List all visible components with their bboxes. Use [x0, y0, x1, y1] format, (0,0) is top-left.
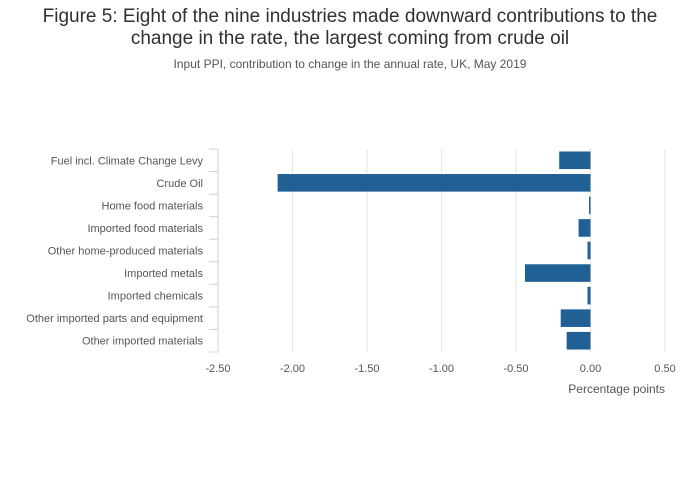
y-tick-label: Imported chemicals	[108, 291, 204, 303]
bar	[578, 219, 591, 237]
x-tick-label: -1.50	[354, 363, 379, 375]
bar	[560, 309, 591, 327]
bar	[587, 286, 591, 305]
bar	[277, 174, 591, 192]
y-tick-label: Other imported parts and equipment	[26, 313, 203, 325]
bar	[587, 241, 591, 260]
chart-subtitle: Input PPI, contribution to change in the…	[173, 57, 527, 71]
x-tick-label: -2.00	[280, 363, 305, 375]
x-tick-label: -2.50	[205, 363, 230, 375]
y-tick-label: Imported food materials	[87, 223, 203, 235]
y-tick-label: Other imported materials	[82, 336, 204, 348]
x-tick-label: -1.00	[429, 363, 454, 375]
x-tick-label: 0.50	[654, 363, 675, 375]
bar	[566, 331, 591, 350]
x-tick-label: 0.00	[580, 363, 601, 375]
chart-title: Figure 5: Eight of the nine industries m…	[42, 6, 658, 49]
bar	[559, 151, 591, 170]
y-tick-label: Fuel incl. Climate Change Levy	[51, 155, 204, 167]
y-tick-label: Home food materials	[102, 200, 204, 212]
bar	[524, 264, 591, 282]
x-tick-label: -0.50	[503, 363, 528, 375]
bar	[589, 196, 591, 215]
x-axis-title: Percentage points	[568, 382, 665, 396]
y-tick-label: Other home-produced materials	[48, 246, 204, 258]
y-tick-label: Imported metals	[124, 268, 203, 280]
y-tick-label: Crude Oil	[157, 178, 203, 190]
